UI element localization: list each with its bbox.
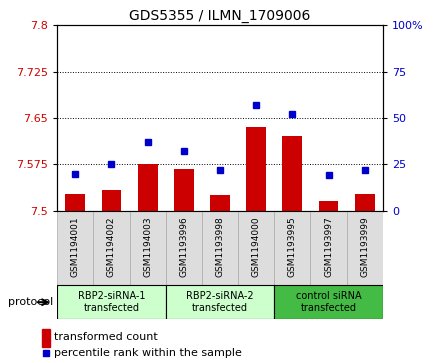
Bar (202, 211, 238, 285)
Text: GSM1193999: GSM1193999 (360, 216, 369, 277)
Bar (238, 211, 274, 285)
Bar (174, 169, 194, 211)
Text: GSM1194002: GSM1194002 (107, 216, 116, 277)
Text: RBP2-siRNA-2
transfected: RBP2-siRNA-2 transfected (186, 291, 254, 313)
Text: GSM1194001: GSM1194001 (71, 216, 80, 277)
Bar (166, 285, 274, 319)
Bar (57, 285, 166, 319)
Bar (282, 136, 302, 211)
Text: control siRNA
transfected: control siRNA transfected (296, 291, 361, 313)
Text: GSM1194003: GSM1194003 (143, 216, 152, 277)
Bar (66, 194, 85, 211)
Bar (42, 329, 50, 347)
Bar (347, 211, 383, 285)
Bar (129, 211, 166, 285)
Text: GSM1193996: GSM1193996 (180, 216, 188, 277)
Bar (102, 190, 121, 211)
Bar (93, 211, 129, 285)
Bar (166, 211, 202, 285)
Text: GSM1194000: GSM1194000 (252, 216, 260, 277)
Text: RBP2-siRNA-1
transfected: RBP2-siRNA-1 transfected (78, 291, 145, 313)
Bar (274, 285, 383, 319)
Bar (246, 127, 266, 211)
Text: transformed count: transformed count (54, 332, 158, 342)
Bar (138, 164, 158, 211)
Text: protocol: protocol (7, 297, 53, 307)
Title: GDS5355 / ILMN_1709006: GDS5355 / ILMN_1709006 (129, 9, 311, 23)
Bar (319, 201, 338, 211)
Text: percentile rank within the sample: percentile rank within the sample (54, 348, 242, 358)
Bar (355, 194, 375, 211)
Bar (57, 211, 93, 285)
Text: GSM1193998: GSM1193998 (216, 216, 224, 277)
Text: GSM1193997: GSM1193997 (324, 216, 333, 277)
Bar (210, 195, 230, 211)
Bar (311, 211, 347, 285)
Bar (274, 211, 311, 285)
Text: GSM1193995: GSM1193995 (288, 216, 297, 277)
